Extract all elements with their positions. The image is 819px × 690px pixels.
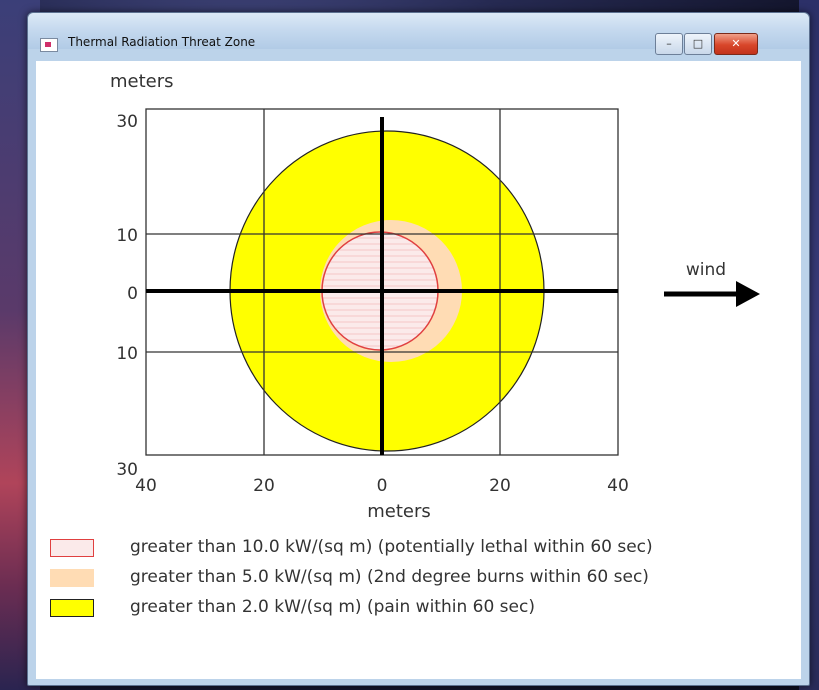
y-tick-label: 10 xyxy=(116,226,138,246)
legend-swatch-burns xyxy=(50,569,94,587)
minimize-button[interactable]: – xyxy=(655,33,683,55)
x-tick-label: 20 xyxy=(489,476,511,496)
title-bar[interactable]: Thermal Radiation Threat Zone – □ ✕ xyxy=(28,13,809,55)
close-button[interactable]: ✕ xyxy=(714,33,758,55)
legend-label-lethal: greater than 10.0 kW/(sq m) (potentially… xyxy=(130,537,653,557)
x-tick-label: 40 xyxy=(607,476,629,496)
x-tick-label: 20 xyxy=(253,476,275,496)
wind-arrow-icon xyxy=(664,281,760,307)
threat-zone-window: Thermal Radiation Threat Zone – □ ✕ mete… xyxy=(27,12,810,686)
legend-swatch-pain xyxy=(50,599,94,617)
legend-label-pain: greater than 2.0 kW/(sq m) (pain within … xyxy=(130,597,535,617)
x-tick-label: 40 xyxy=(135,476,157,496)
app-icon xyxy=(40,38,58,52)
window-title: Thermal Radiation Threat Zone xyxy=(68,35,256,49)
legend-swatch-lethal xyxy=(50,539,94,557)
window-client-area: meters 30 xyxy=(36,61,801,679)
maximize-icon: □ xyxy=(692,37,704,50)
y-tick-label: 30 xyxy=(116,112,138,132)
maximize-button[interactable]: □ xyxy=(684,33,712,55)
threat-zone-plot: meters 30 xyxy=(110,71,760,522)
wind-label: wind xyxy=(686,260,726,280)
x-axis-unit: meters xyxy=(367,501,431,522)
y-tick-label: 0 xyxy=(127,284,138,304)
close-icon: ✕ xyxy=(731,37,741,50)
y-axis-unit: meters xyxy=(110,71,174,92)
y-tick-label: 10 xyxy=(116,344,138,364)
legend-label-burns: greater than 5.0 kW/(sq m) (2nd degree b… xyxy=(130,567,649,587)
minimize-icon: – xyxy=(666,37,672,50)
x-tick-label: 0 xyxy=(377,476,388,496)
y-tick-label: 30 xyxy=(116,460,138,480)
